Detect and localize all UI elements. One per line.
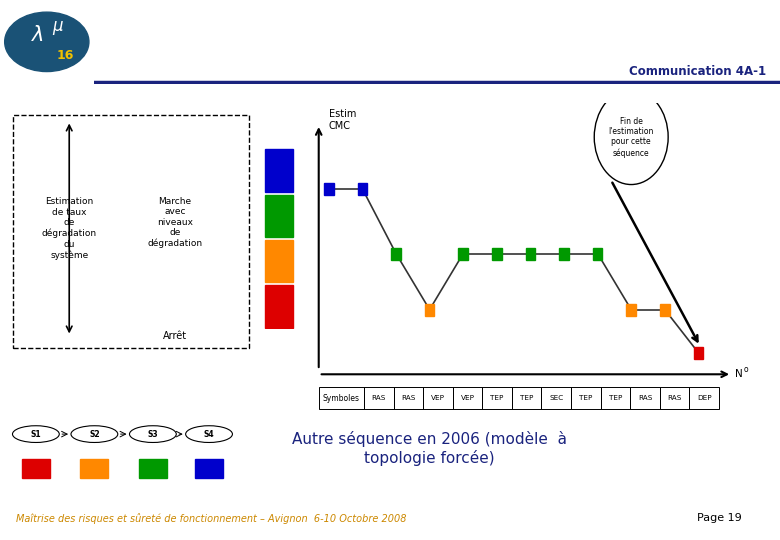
Bar — [626, 303, 636, 316]
Text: TEP: TEP — [608, 395, 622, 401]
Text: 16: 16 — [57, 49, 74, 62]
Ellipse shape — [5, 12, 89, 71]
Bar — [593, 247, 602, 260]
Bar — [526, 247, 535, 260]
Circle shape — [71, 426, 118, 442]
Circle shape — [12, 426, 59, 442]
Text: Arrêt: Arrêt — [163, 332, 187, 341]
Bar — [693, 347, 703, 359]
Text: $\mu$: $\mu$ — [52, 19, 64, 37]
Bar — [358, 183, 367, 195]
Bar — [265, 240, 293, 282]
Text: SEC: SEC — [549, 395, 563, 401]
Bar — [571, 387, 601, 409]
Text: $\lambda$: $\lambda$ — [31, 25, 44, 45]
Bar — [660, 387, 690, 409]
Bar — [265, 194, 293, 237]
Bar — [394, 387, 424, 409]
Bar — [80, 459, 108, 477]
Text: S4: S4 — [204, 430, 215, 438]
Text: Communication 4A-1: Communication 4A-1 — [629, 65, 766, 78]
Bar — [492, 247, 502, 260]
Text: Estim
CMC: Estim CMC — [329, 109, 356, 131]
Bar — [630, 387, 660, 409]
Text: Modèles stochastiques: Modèles stochastiques — [166, 38, 278, 49]
Bar — [690, 387, 719, 409]
Text: TEP: TEP — [580, 395, 593, 401]
Text: Etude de cas: Etude de cas — [512, 38, 576, 48]
Text: VEP: VEP — [431, 395, 445, 401]
Bar — [482, 387, 512, 409]
Text: S1: S1 — [30, 430, 41, 438]
Text: DEP: DEP — [697, 395, 711, 401]
Bar — [22, 459, 50, 477]
Text: VEP: VEP — [460, 395, 474, 401]
Bar — [512, 387, 541, 409]
Text: Introduction: Introduction — [84, 38, 144, 48]
Text: TEP: TEP — [520, 395, 534, 401]
Text: RAS: RAS — [372, 395, 386, 401]
Text: N: N — [736, 369, 743, 379]
Bar — [559, 247, 569, 260]
Bar — [324, 183, 334, 195]
Bar — [195, 459, 223, 477]
Text: Autre séquence en 2006 (modèle  à
topologie forcée): Autre séquence en 2006 (modèle à topolog… — [292, 431, 566, 465]
Bar — [541, 387, 571, 409]
Text: Marche
avec
niveaux
de
dégradation: Marche avec niveaux de dégradation — [147, 197, 203, 248]
Text: RAS: RAS — [401, 395, 416, 401]
Text: RAS: RAS — [638, 395, 652, 401]
Text: TEP: TEP — [491, 395, 504, 401]
Bar — [452, 387, 482, 409]
Text: o: o — [744, 364, 748, 374]
Text: Maîtrise des risques et sûreté de fonctionnement – Avignon  6-10 Octobre 2008: Maîtrise des risques et sûreté de foncti… — [16, 513, 406, 524]
Text: MMC: MMC — [317, 38, 341, 48]
Bar — [424, 387, 452, 409]
Circle shape — [594, 90, 668, 185]
Text: S3: S3 — [147, 430, 158, 438]
Bar — [392, 247, 401, 260]
Circle shape — [186, 426, 232, 442]
Bar — [265, 150, 293, 192]
Text: S2: S2 — [89, 430, 100, 438]
Circle shape — [129, 426, 176, 442]
Bar — [139, 459, 167, 477]
Bar — [319, 387, 364, 409]
Bar — [265, 285, 293, 328]
Bar — [601, 387, 630, 409]
Text: Conclusion: Conclusion — [732, 38, 780, 48]
Bar — [364, 387, 394, 409]
Bar — [425, 303, 434, 316]
Bar — [660, 303, 669, 316]
Text: Estimation
de taux
de
dégradation
du
système: Estimation de taux de dégradation du sys… — [41, 198, 97, 260]
Bar — [459, 247, 468, 260]
Text: Algorithmes: Algorithmes — [407, 38, 466, 48]
Text: Page 19: Page 19 — [697, 514, 741, 523]
Text: Symboles: Symboles — [323, 394, 360, 402]
Text: RAS: RAS — [668, 395, 682, 401]
Text: Fin de
l'estimation
pour cette
séquence: Fin de l'estimation pour cette séquence — [608, 117, 654, 158]
Text: Résultats: Résultats — [626, 38, 678, 48]
